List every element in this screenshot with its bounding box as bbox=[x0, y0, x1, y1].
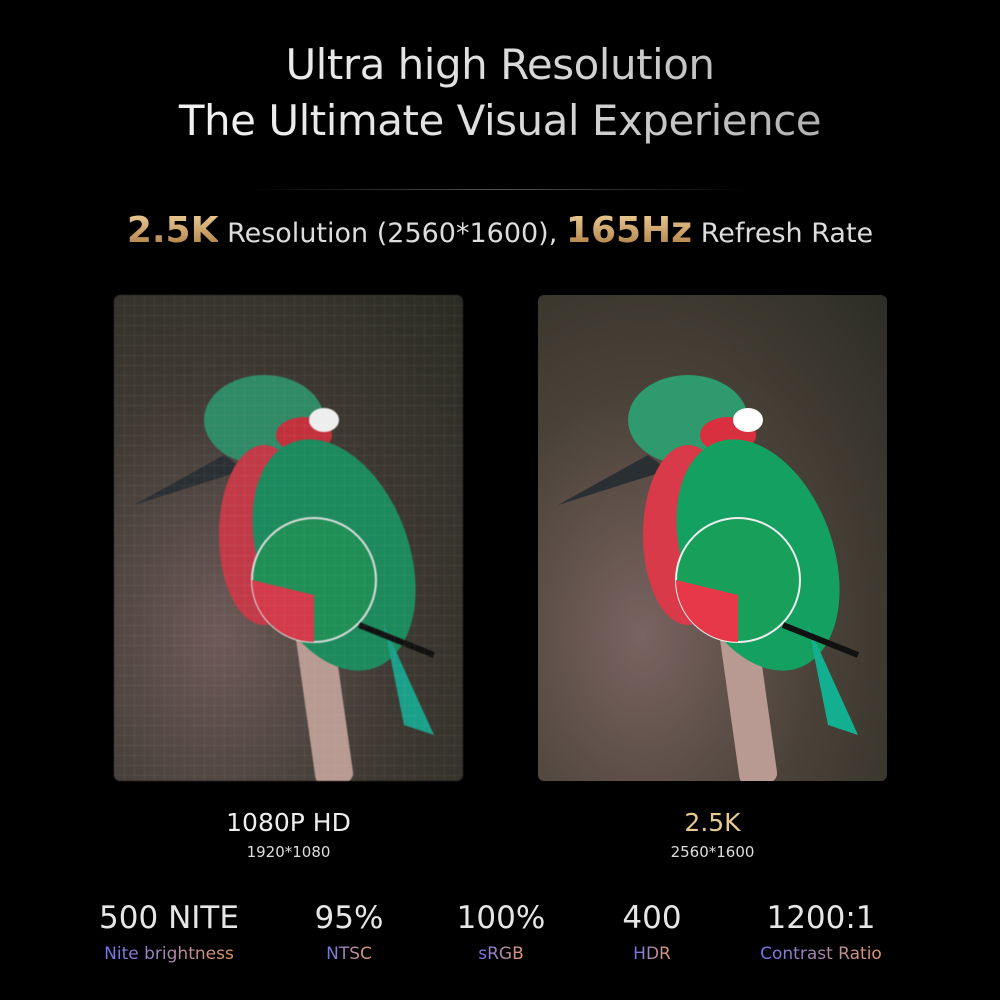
kingfisher-image-2-5k bbox=[538, 295, 887, 781]
caption-sublabel: 2560*1600 bbox=[670, 843, 755, 861]
resolution-highlight: 2.5K bbox=[126, 210, 219, 251]
refresh-text: Refresh Rate bbox=[692, 218, 874, 249]
stat-label: Contrast Ratio bbox=[760, 944, 882, 964]
divider bbox=[250, 189, 750, 190]
resolution-text: Resolution (2560*1600), bbox=[218, 218, 566, 249]
kingfisher-illustration bbox=[134, 375, 436, 781]
spec-subtitle: 2.5K Resolution (2560*1600), 165Hz Refre… bbox=[0, 210, 1000, 251]
stat-label: HDR bbox=[633, 944, 671, 964]
caption-sublabel: 1920*1080 bbox=[246, 843, 331, 861]
caption-label: 2.5K bbox=[684, 808, 741, 837]
headline-line-1: Ultra high Resolution bbox=[0, 40, 1000, 89]
caption-1080p: 1080P HD 1920*1080 bbox=[114, 808, 463, 861]
caption-2-5k: 2.5K 2560*1600 bbox=[538, 808, 887, 861]
stat-hdr: 400 HDR bbox=[557, 900, 747, 964]
stat-label: sRGB bbox=[478, 944, 524, 964]
stat-ntsc: 95% NTSC bbox=[254, 900, 444, 964]
stat-srgb: 100% sRGB bbox=[406, 900, 596, 964]
kingfisher-illustration bbox=[558, 375, 860, 781]
stat-value: 400 bbox=[622, 900, 682, 936]
stat-contrast: 1200:1 Contrast Ratio bbox=[726, 900, 916, 964]
pixel-grid-overlay bbox=[114, 295, 463, 781]
headline-line-2: The Ultimate Visual Experience bbox=[0, 96, 1000, 145]
refresh-highlight: 165Hz bbox=[565, 210, 693, 251]
caption-label: 1080P HD bbox=[226, 808, 351, 837]
stat-label: NTSC bbox=[326, 944, 372, 964]
stat-value: 100% bbox=[456, 900, 546, 936]
stat-brightness: 500 NITE Nite brightness bbox=[74, 900, 264, 964]
stat-value: 95% bbox=[314, 900, 384, 936]
stat-label: Nite brightness bbox=[104, 944, 234, 964]
stat-value: 500 NITE bbox=[99, 900, 239, 936]
stat-value: 1200:1 bbox=[766, 900, 876, 936]
kingfisher-image-1080p bbox=[114, 295, 463, 781]
